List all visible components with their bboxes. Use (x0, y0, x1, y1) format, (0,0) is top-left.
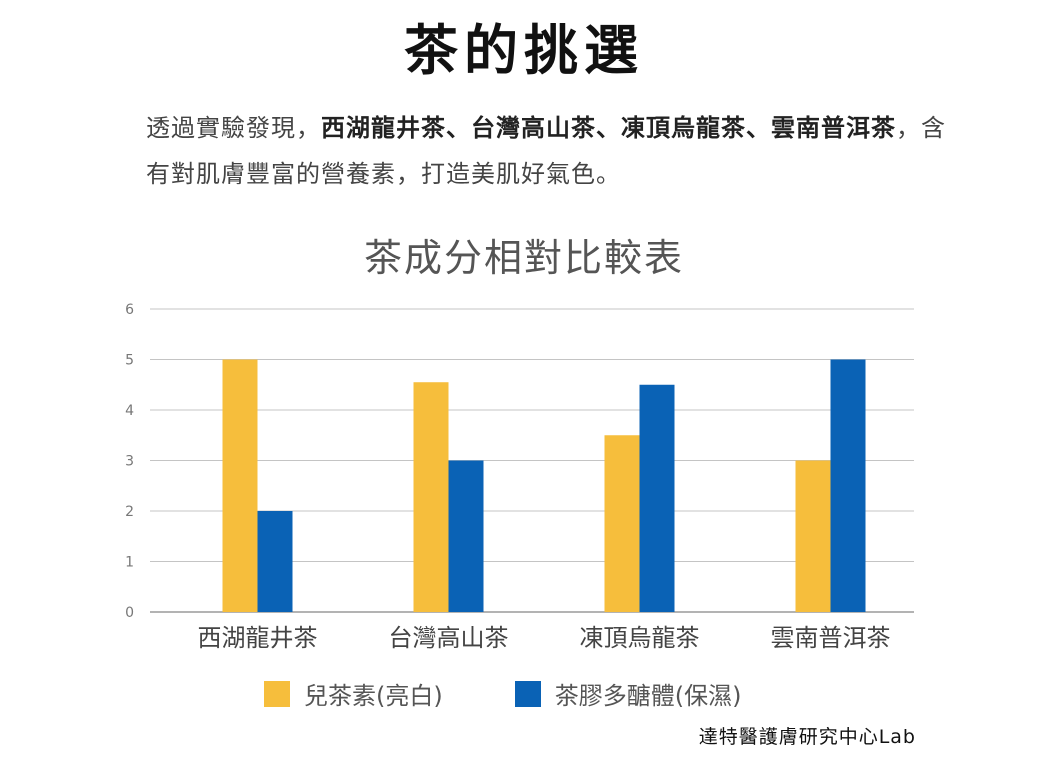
y-tick-label: 2 (125, 504, 134, 520)
legend-item-catechin: 兒茶素(亮白) (264, 676, 443, 711)
chart-title: 茶成分相對比較表 (363, 236, 684, 280)
x-tick-label: 雲南普洱茶 (771, 624, 891, 652)
bar-polysaccharide (830, 359, 866, 612)
y-tick-label: 0 (125, 605, 134, 621)
y-tick-label: 3 (125, 454, 134, 470)
chart-legend: 兒茶素(亮白) 茶膠多醣體(保濕) (264, 676, 741, 711)
intro-paragraph: 透過實驗發現，西湖龍井茶、台灣高山茶、凍頂烏龍茶、雲南普洱茶，含有對肌膚豐富的營… (146, 105, 946, 197)
bar-polysaccharide (257, 511, 293, 612)
y-tick-label: 1 (125, 555, 134, 571)
y-tick-label: 4 (125, 403, 134, 419)
y-tick-label: 5 (125, 353, 134, 369)
bar-catechin (413, 382, 449, 612)
legend-swatch-catechin (264, 680, 290, 707)
intro-highlight: 西湖龍井茶、台灣高山茶、凍頂烏龍茶、雲南普洱茶 (321, 114, 896, 142)
page-title: 茶的挑選 (404, 18, 644, 82)
legend-swatch-polysaccharide (514, 680, 541, 707)
bar-catechin (604, 435, 640, 612)
y-tick-label: 6 (125, 302, 134, 318)
bar-catechin (222, 359, 258, 612)
x-tick-label: 西湖龍井茶 (198, 624, 318, 652)
x-tick-label: 台灣高山茶 (389, 624, 509, 652)
bar-polysaccharide (448, 460, 484, 612)
legend-item-polysaccharide: 茶膠多醣體(保濕) (514, 676, 742, 711)
intro-lead: 透過實驗發現， (146, 114, 321, 142)
x-tick-label: 凍頂烏龍茶 (580, 624, 700, 652)
credit-text: 達特醫護膚研究中心Lab (698, 726, 916, 748)
intro-tail: ，含有對肌膚豐富的營養素，打造美肌好氣色。 (146, 114, 946, 188)
legend-label-catechin: 兒茶素(亮白) (304, 682, 443, 710)
legend-label-polysaccharide: 茶膠多醣體(保濕) (554, 682, 742, 710)
bar-polysaccharide (639, 384, 675, 612)
bar-catechin (795, 460, 831, 612)
